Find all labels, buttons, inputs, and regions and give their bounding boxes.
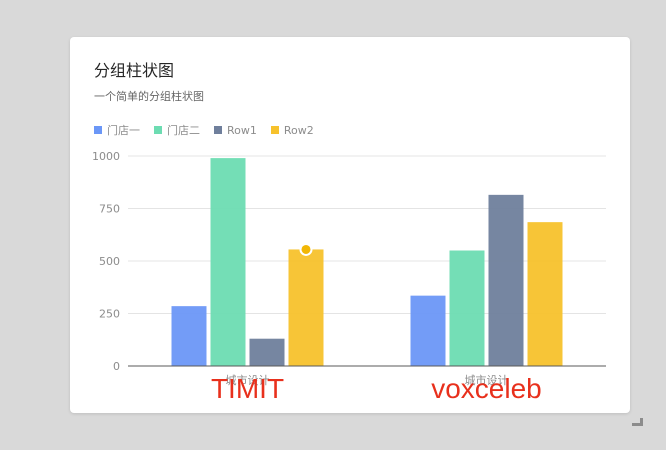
y-tick-label: 1000 [92, 150, 120, 163]
bar [171, 306, 207, 366]
chart-card: 分组柱状图 一个简单的分组柱状图 门店一 门店二 Row1 Row2 0 250 500 7… [70, 37, 630, 413]
legend-swatch [270, 126, 279, 134]
y-tick-label: 500 [99, 255, 120, 268]
chart-title: 分组柱状图 [94, 61, 175, 80]
legend-label: Row1 [227, 123, 257, 137]
legend-swatch [214, 126, 222, 134]
legend-item-3[interactable]: Row2 [270, 123, 314, 137]
legend-item-1[interactable]: 门店二 [154, 122, 200, 138]
chart-subtitle: 一个简单的分组柱状图 [94, 90, 204, 103]
legend-item-0[interactable]: 门店一 [94, 122, 140, 138]
x-tick-label: 城市设计 [465, 373, 509, 387]
legend-swatch [154, 126, 162, 134]
overlay-label: voxceleb [431, 373, 542, 404]
resize-handle-icon[interactable] [632, 418, 643, 426]
legend-label: Row2 [283, 123, 314, 137]
chart-legend: 门店一 门店二 Row1 Row2 [94, 122, 328, 138]
y-tick-label: 0 [113, 360, 120, 373]
y-tick-label: 250 [99, 308, 120, 321]
bar [488, 194, 524, 366]
legend-label: 门店二 [167, 124, 200, 137]
bar [449, 250, 485, 366]
bar [410, 295, 446, 366]
legend-swatch [94, 126, 102, 134]
overlay-label: TIMIT [211, 373, 284, 404]
y-tick-label: 750 [99, 203, 120, 216]
legend-label: 门店一 [107, 124, 140, 137]
bar [527, 222, 563, 366]
bar [210, 158, 246, 366]
legend-item-2[interactable]: Row1 [214, 124, 257, 137]
highlight-point [299, 242, 313, 256]
x-tick-label: 城市设计 [226, 373, 270, 387]
bar [288, 249, 324, 366]
bar [249, 338, 285, 366]
